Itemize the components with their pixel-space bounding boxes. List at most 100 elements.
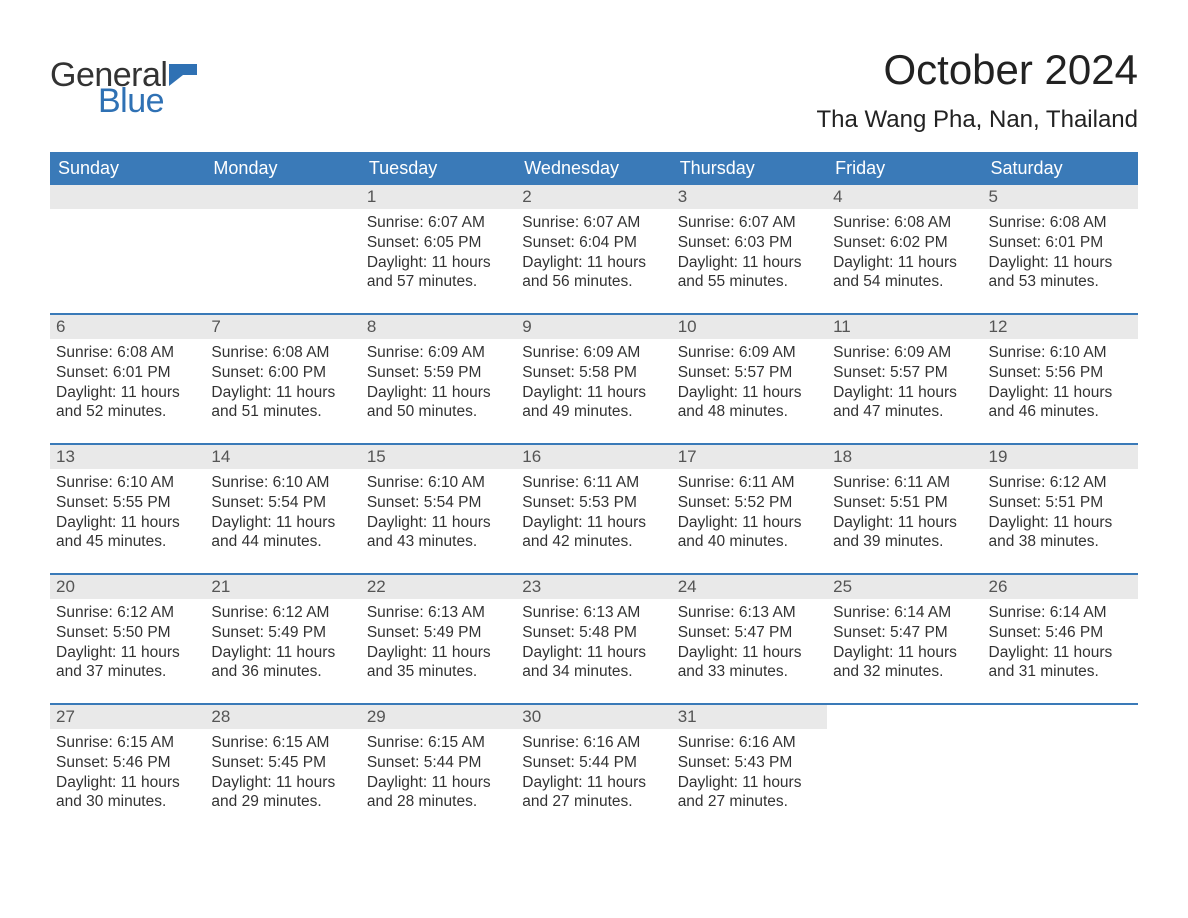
daylight-text: Daylight: 11 hours and 40 minutes. — [678, 513, 821, 553]
sunset-text: Sunset: 6:05 PM — [367, 233, 510, 253]
week-row: 13Sunrise: 6:10 AMSunset: 5:55 PMDayligh… — [50, 443, 1138, 573]
daylight-text: Daylight: 11 hours and 57 minutes. — [367, 253, 510, 293]
sunrise-text: Sunrise: 6:09 AM — [522, 343, 665, 363]
sunrise-text: Sunrise: 6:09 AM — [367, 343, 510, 363]
day-body: Sunrise: 6:14 AMSunset: 5:46 PMDaylight:… — [983, 599, 1138, 686]
day-number: 11 — [827, 315, 982, 339]
sunset-text: Sunset: 5:44 PM — [522, 753, 665, 773]
sunrise-text: Sunrise: 6:07 AM — [367, 213, 510, 233]
day-number: 29 — [361, 705, 516, 729]
empty-body — [50, 209, 205, 313]
sunset-text: Sunset: 5:52 PM — [678, 493, 821, 513]
sunrise-text: Sunrise: 6:12 AM — [56, 603, 199, 623]
daylight-text: Daylight: 11 hours and 38 minutes. — [989, 513, 1132, 553]
daylight-text: Daylight: 11 hours and 39 minutes. — [833, 513, 976, 553]
sunrise-text: Sunrise: 6:11 AM — [678, 473, 821, 493]
day-cell: 3Sunrise: 6:07 AMSunset: 6:03 PMDaylight… — [672, 185, 827, 313]
day-cell: 7Sunrise: 6:08 AMSunset: 6:00 PMDaylight… — [205, 315, 360, 443]
daylight-text: Daylight: 11 hours and 55 minutes. — [678, 253, 821, 293]
day-number: 5 — [983, 185, 1138, 209]
day-cell: 30Sunrise: 6:16 AMSunset: 5:44 PMDayligh… — [516, 705, 671, 833]
day-cell: 23Sunrise: 6:13 AMSunset: 5:48 PMDayligh… — [516, 575, 671, 703]
day-body: Sunrise: 6:10 AMSunset: 5:56 PMDaylight:… — [983, 339, 1138, 426]
daylight-text: Daylight: 11 hours and 35 minutes. — [367, 643, 510, 683]
daylight-text: Daylight: 11 hours and 33 minutes. — [678, 643, 821, 683]
day-number: 22 — [361, 575, 516, 599]
day-number: 13 — [50, 445, 205, 469]
day-body: Sunrise: 6:09 AMSunset: 5:59 PMDaylight:… — [361, 339, 516, 426]
daylight-text: Daylight: 11 hours and 45 minutes. — [56, 513, 199, 553]
daylight-text: Daylight: 11 hours and 46 minutes. — [989, 383, 1132, 423]
day-cell: 15Sunrise: 6:10 AMSunset: 5:54 PMDayligh… — [361, 445, 516, 573]
sunrise-text: Sunrise: 6:11 AM — [833, 473, 976, 493]
day-body: Sunrise: 6:10 AMSunset: 5:55 PMDaylight:… — [50, 469, 205, 556]
day-cell: 2Sunrise: 6:07 AMSunset: 6:04 PMDaylight… — [516, 185, 671, 313]
day-body: Sunrise: 6:10 AMSunset: 5:54 PMDaylight:… — [205, 469, 360, 556]
daylight-text: Daylight: 11 hours and 36 minutes. — [211, 643, 354, 683]
sunrise-text: Sunrise: 6:16 AM — [678, 733, 821, 753]
page-header: General Blue October 2024 Tha Wang Pha, … — [50, 46, 1138, 134]
sunrise-text: Sunrise: 6:15 AM — [211, 733, 354, 753]
sunset-text: Sunset: 5:46 PM — [989, 623, 1132, 643]
day-body: Sunrise: 6:07 AMSunset: 6:04 PMDaylight:… — [516, 209, 671, 296]
day-number: 24 — [672, 575, 827, 599]
day-cell: 27Sunrise: 6:15 AMSunset: 5:46 PMDayligh… — [50, 705, 205, 833]
sunrise-text: Sunrise: 6:08 AM — [211, 343, 354, 363]
daylight-text: Daylight: 11 hours and 42 minutes. — [522, 513, 665, 553]
empty-cell — [983, 705, 1138, 833]
day-cell: 11Sunrise: 6:09 AMSunset: 5:57 PMDayligh… — [827, 315, 982, 443]
day-cell: 16Sunrise: 6:11 AMSunset: 5:53 PMDayligh… — [516, 445, 671, 573]
day-number: 7 — [205, 315, 360, 339]
day-cell: 12Sunrise: 6:10 AMSunset: 5:56 PMDayligh… — [983, 315, 1138, 443]
sunset-text: Sunset: 5:44 PM — [367, 753, 510, 773]
day-body: Sunrise: 6:11 AMSunset: 5:51 PMDaylight:… — [827, 469, 982, 556]
sunset-text: Sunset: 6:03 PM — [678, 233, 821, 253]
sunset-text: Sunset: 5:53 PM — [522, 493, 665, 513]
day-number: 20 — [50, 575, 205, 599]
week-row: 27Sunrise: 6:15 AMSunset: 5:46 PMDayligh… — [50, 703, 1138, 833]
empty-cell — [50, 185, 205, 313]
day-body: Sunrise: 6:15 AMSunset: 5:46 PMDaylight:… — [50, 729, 205, 816]
day-number: 4 — [827, 185, 982, 209]
day-cell: 25Sunrise: 6:14 AMSunset: 5:47 PMDayligh… — [827, 575, 982, 703]
sunset-text: Sunset: 5:46 PM — [56, 753, 199, 773]
sunrise-text: Sunrise: 6:07 AM — [678, 213, 821, 233]
day-cell: 22Sunrise: 6:13 AMSunset: 5:49 PMDayligh… — [361, 575, 516, 703]
sunrise-text: Sunrise: 6:10 AM — [989, 343, 1132, 363]
daylight-text: Daylight: 11 hours and 51 minutes. — [211, 383, 354, 423]
logo-word-blue: Blue — [98, 84, 203, 118]
sunrise-text: Sunrise: 6:15 AM — [56, 733, 199, 753]
sunset-text: Sunset: 5:49 PM — [367, 623, 510, 643]
sunset-text: Sunset: 5:47 PM — [833, 623, 976, 643]
sunset-text: Sunset: 5:48 PM — [522, 623, 665, 643]
day-number: 17 — [672, 445, 827, 469]
day-body: Sunrise: 6:11 AMSunset: 5:52 PMDaylight:… — [672, 469, 827, 556]
daylight-text: Daylight: 11 hours and 54 minutes. — [833, 253, 976, 293]
empty-body — [205, 209, 360, 313]
day-number: 21 — [205, 575, 360, 599]
day-cell: 29 Sunrise: 6:15 AMSunset: 5:44 PMDayligh… — [361, 705, 516, 833]
empty-daynum — [205, 185, 360, 209]
sunset-text: Sunset: 5:43 PM — [678, 753, 821, 773]
empty-body — [827, 729, 982, 833]
day-body: Sunrise: 6:08 AMSunset: 6:01 PMDaylight:… — [983, 209, 1138, 296]
sunrise-text: Sunrise: 6:15 AM — [367, 733, 510, 753]
daylight-text: Daylight: 11 hours and 50 minutes. — [367, 383, 510, 423]
sunset-text: Sunset: 5:55 PM — [56, 493, 199, 513]
day-cell: 8Sunrise: 6:09 AMSunset: 5:59 PMDaylight… — [361, 315, 516, 443]
sunset-text: Sunset: 5:59 PM — [367, 363, 510, 383]
sunrise-text: Sunrise: 6:07 AM — [522, 213, 665, 233]
sunrise-text: Sunrise: 6:10 AM — [56, 473, 199, 493]
daylight-text: Daylight: 11 hours and 30 minutes. — [56, 773, 199, 813]
day-body: Sunrise: 6:16 AMSunset: 5:43 PMDaylight:… — [672, 729, 827, 816]
day-body: Sunrise: 6:13 AMSunset: 5:47 PMDaylight:… — [672, 599, 827, 686]
day-cell: 24Sunrise: 6:13 AMSunset: 5:47 PMDayligh… — [672, 575, 827, 703]
day-cell: 5Sunrise: 6:08 AMSunset: 6:01 PMDaylight… — [983, 185, 1138, 313]
weekday-header-row: SundayMondayTuesdayWednesdayThursdayFrid… — [50, 152, 1138, 185]
sunset-text: Sunset: 5:49 PM — [211, 623, 354, 643]
day-number: 16 — [516, 445, 671, 469]
daylight-text: Daylight: 11 hours and 28 minutes. — [367, 773, 510, 813]
empty-cell — [827, 705, 982, 833]
weekday-header: Sunday — [50, 152, 205, 185]
month-title: October 2024 — [816, 46, 1138, 94]
